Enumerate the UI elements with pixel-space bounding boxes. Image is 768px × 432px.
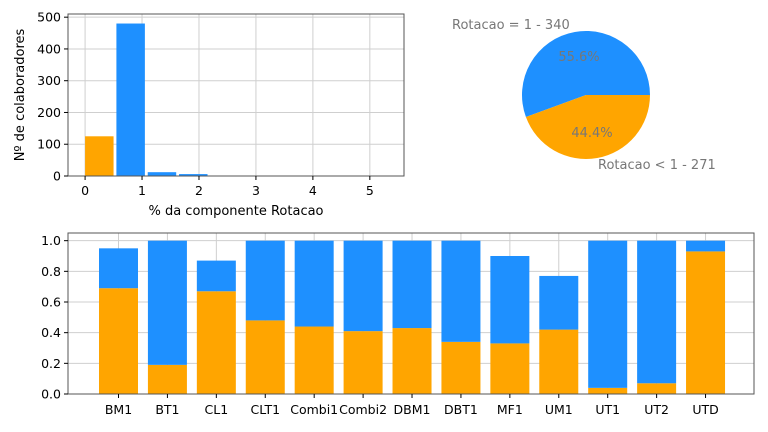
- histogram-bar: [116, 23, 145, 176]
- histogram-x-tick-label: 4: [309, 183, 317, 198]
- histogram-y-tick-label: 200: [37, 105, 61, 120]
- pie-slice-rotacao-eq-1: [522, 31, 650, 118]
- stacked-bar-segment-orange: [490, 343, 530, 394]
- histogram-bar: [147, 172, 177, 176]
- pie-chart: Rotacao = 1 - 340 Rotacao < 1 - 271 55.6…: [452, 18, 716, 173]
- histogram-bar: [85, 136, 114, 176]
- stacked-bar-segment-blue: [490, 256, 530, 344]
- stacked-bar-segment-blue: [294, 240, 334, 327]
- stacked-bar-x-tick-label: CL1: [205, 402, 229, 417]
- stacked-bar-segment-orange: [392, 328, 432, 394]
- stacked-bar-x-tick-label: UT1: [595, 402, 620, 417]
- stacked-bar-x-tick-label: UTD: [692, 402, 718, 417]
- stacked-bar-x-tick-label: DBM1: [394, 402, 431, 417]
- stacked-bar-segment-blue: [637, 240, 677, 384]
- pie-slice-rotacao-lt-1: [525, 95, 650, 160]
- stacked-bar-segment-blue: [245, 240, 285, 321]
- stacked-bar-segment-orange: [539, 329, 579, 394]
- histogram-chart: 0 1 2 3 4 5 0 100 200 300 400 500 % da componente …: [13, 10, 405, 219]
- stacked-bar-segment-blue: [147, 240, 187, 365]
- stacked-bar-x-tick-label: BT1: [155, 402, 179, 417]
- stacked-bar-segment-blue: [196, 260, 236, 292]
- histogram-x-tick-label: 2: [195, 183, 203, 198]
- stacked-bar-x-tick-label: UT2: [644, 402, 669, 417]
- stacked-bar-segment-blue: [343, 240, 383, 332]
- stacked-bar-segment-orange: [441, 341, 481, 394]
- histogram-bar: [179, 174, 208, 176]
- histogram-x-tick-label: 5: [366, 183, 374, 198]
- stacked-bar-segment-orange: [637, 383, 677, 394]
- stacked-bar-y-tick-label: 0.2: [41, 356, 61, 371]
- stacked-bar-segment-orange: [245, 320, 285, 394]
- stacked-bar-segment-orange: [147, 364, 187, 394]
- stacked-bar-segment-orange: [686, 251, 726, 394]
- stacked-bar-x-tick-label: Combi1: [290, 402, 338, 417]
- stacked-bar-x-tick-label: CLT1: [250, 402, 280, 417]
- stacked-bar-x-tick-label: UM1: [545, 402, 573, 417]
- histogram-y-tick-label: 0: [53, 169, 61, 184]
- pie-label-rotacao-lt-1: Rotacao < 1 - 271: [598, 158, 716, 173]
- stacked-bar-x-tick-label: BM1: [105, 402, 132, 417]
- stacked-bar-frame: [67, 232, 755, 395]
- histogram-y-tick-label: 300: [37, 73, 61, 88]
- histogram-y-label: Nº de colaboradores: [13, 28, 28, 161]
- histogram-x-label: % da componente Rotacao: [148, 204, 323, 219]
- stacked-bar-x-tick-label: MF1: [497, 402, 523, 417]
- stacked-bar-segment-orange: [343, 331, 383, 394]
- histogram-x-tick-label: 1: [138, 183, 146, 198]
- histogram-y-tick-label: 100: [37, 137, 61, 152]
- histogram-x-tick-label: 0: [81, 183, 89, 198]
- stacked-bar-y-tick-label: 0.0: [41, 387, 61, 402]
- stacked-bar-y-tick-label: 0.8: [41, 264, 61, 279]
- histogram-x-tick-label: 3: [252, 183, 260, 198]
- stacked-bar-y-tick-label: 0.6: [41, 295, 61, 310]
- stacked-bar-segment-orange: [588, 387, 628, 394]
- stacked-bar-segment-blue: [99, 248, 138, 289]
- pie-percent-rotacao-lt-1: 44.4%: [571, 126, 612, 141]
- histogram-bars: [85, 23, 208, 176]
- stacked-bar-segment-blue: [392, 240, 432, 329]
- histogram-y-tick-label: 400: [37, 41, 61, 56]
- stacked-bar-x-ticks: BM1 BT1 CL1 CLT1 Combi1 Combi2 DBM1 DBT1 MF1 UM1 U…: [105, 394, 719, 417]
- histogram-y-ticks: 0 100 200 300 400 500: [37, 10, 68, 184]
- stacked-bar-x-tick-label: DBT1: [444, 402, 478, 417]
- stacked-bar-bars: [99, 240, 726, 394]
- histogram-x-ticks: 0 1 2 3 4 5: [81, 176, 374, 198]
- stacked-bar-segment-orange: [196, 291, 236, 394]
- stacked-bar-segment-blue: [588, 240, 628, 388]
- stacked-bar-x-tick-label: Combi2: [339, 402, 387, 417]
- stacked-bar-y-tick-label: 1.0: [41, 233, 61, 248]
- stacked-bar-segment-orange: [294, 326, 334, 394]
- pie-percent-rotacao-eq-1: 55.6%: [558, 50, 599, 65]
- pie-label-rotacao-eq-1: Rotacao = 1 - 340: [452, 18, 570, 33]
- stacked-bar-chart: BM1 BT1 CL1 CLT1 Combi1 Combi2 DBM1 DBT1 MF1 UM1 U…: [41, 232, 755, 417]
- stacked-bar-segment-orange: [99, 288, 138, 394]
- stacked-bar-segment-blue: [539, 275, 579, 330]
- histogram-y-tick-label: 500: [37, 10, 61, 25]
- stacked-bar-y-ticks: 0.0 0.2 0.4 0.6 0.8 1.0: [41, 233, 68, 402]
- stacked-bar-y-tick-label: 0.4: [41, 325, 61, 340]
- histogram-frame: [67, 13, 405, 177]
- stacked-bar-segment-blue: [686, 240, 726, 252]
- stacked-bar-segment-blue: [441, 240, 481, 342]
